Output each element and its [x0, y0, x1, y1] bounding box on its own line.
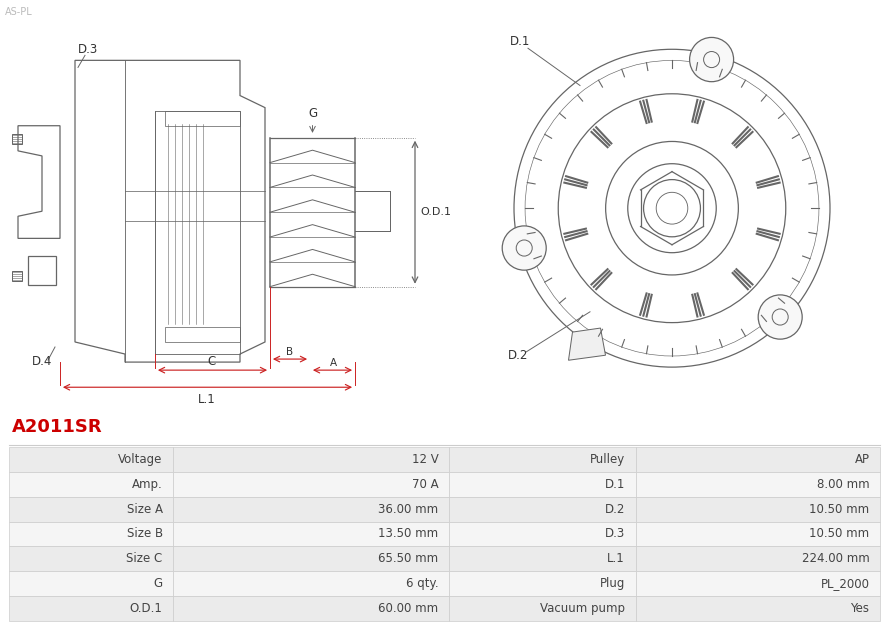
Text: C: C [208, 355, 216, 368]
Bar [449, 521, 636, 546]
Text: A2011SR: A2011SR [12, 417, 102, 435]
Text: G: G [154, 577, 163, 590]
Text: 36.00 mm: 36.00 mm [378, 503, 438, 516]
Text: 224.00 mm: 224.00 mm [802, 552, 869, 565]
Bar [173, 497, 449, 521]
Text: Voltage: Voltage [118, 453, 163, 466]
Text: Size C: Size C [126, 552, 163, 565]
Bar [636, 571, 880, 596]
Text: G: G [308, 107, 317, 120]
Circle shape [758, 295, 802, 339]
Text: D.2: D.2 [508, 349, 528, 362]
Text: 65.50 mm: 65.50 mm [378, 552, 438, 565]
Text: L.1: L.1 [198, 393, 216, 406]
Circle shape [502, 226, 546, 270]
Text: Plug: Plug [599, 577, 625, 590]
Polygon shape [568, 328, 605, 360]
Text: AS-PL: AS-PL [5, 7, 33, 17]
Text: 10.50 mm: 10.50 mm [809, 528, 869, 540]
Bar [9, 571, 173, 596]
Bar [449, 447, 636, 472]
Text: 6 qty.: 6 qty. [405, 577, 438, 590]
Text: Vacuum pump: Vacuum pump [540, 602, 625, 615]
Bar [9, 596, 173, 621]
Bar [12, 270, 22, 280]
Text: 12 V: 12 V [412, 453, 438, 466]
Bar [9, 497, 173, 521]
Text: Size B: Size B [126, 528, 163, 540]
Text: Yes: Yes [851, 602, 869, 615]
Bar [449, 497, 636, 521]
Bar [173, 447, 449, 472]
Text: D.3: D.3 [605, 528, 625, 540]
Text: D.4: D.4 [32, 355, 52, 368]
Bar [9, 521, 173, 546]
Bar [636, 596, 880, 621]
Bar [636, 546, 880, 571]
Text: D.1: D.1 [510, 36, 531, 48]
Text: AP: AP [854, 453, 869, 466]
Text: B: B [286, 347, 293, 357]
Text: 13.50 mm: 13.50 mm [378, 528, 438, 540]
Text: 60.00 mm: 60.00 mm [378, 602, 438, 615]
Bar [9, 472, 173, 497]
Bar [173, 546, 449, 571]
Bar [636, 521, 880, 546]
Bar [173, 521, 449, 546]
Bar [449, 596, 636, 621]
Text: D.1: D.1 [605, 478, 625, 491]
Text: A: A [330, 358, 337, 368]
Bar [449, 571, 636, 596]
Bar [449, 472, 636, 497]
Bar [173, 571, 449, 596]
Bar [12, 134, 22, 144]
Bar [449, 546, 636, 571]
Text: Size A: Size A [127, 503, 163, 516]
Text: D.2: D.2 [605, 503, 625, 516]
Bar [173, 596, 449, 621]
Bar [9, 447, 173, 472]
Bar [636, 447, 880, 472]
Bar [173, 472, 449, 497]
Bar [636, 497, 880, 521]
Text: Amp.: Amp. [132, 478, 163, 491]
Text: O.D.1: O.D.1 [420, 207, 451, 217]
Bar [9, 546, 173, 571]
Text: 8.00 mm: 8.00 mm [817, 478, 869, 491]
Bar [636, 472, 880, 497]
Text: Pulley: Pulley [589, 453, 625, 466]
Circle shape [690, 37, 733, 82]
Text: PL_2000: PL_2000 [821, 577, 869, 590]
Text: D.3: D.3 [78, 44, 99, 56]
Text: 10.50 mm: 10.50 mm [809, 503, 869, 516]
Text: 70 A: 70 A [412, 478, 438, 491]
Text: O.D.1: O.D.1 [130, 602, 163, 615]
Text: L.1: L.1 [607, 552, 625, 565]
